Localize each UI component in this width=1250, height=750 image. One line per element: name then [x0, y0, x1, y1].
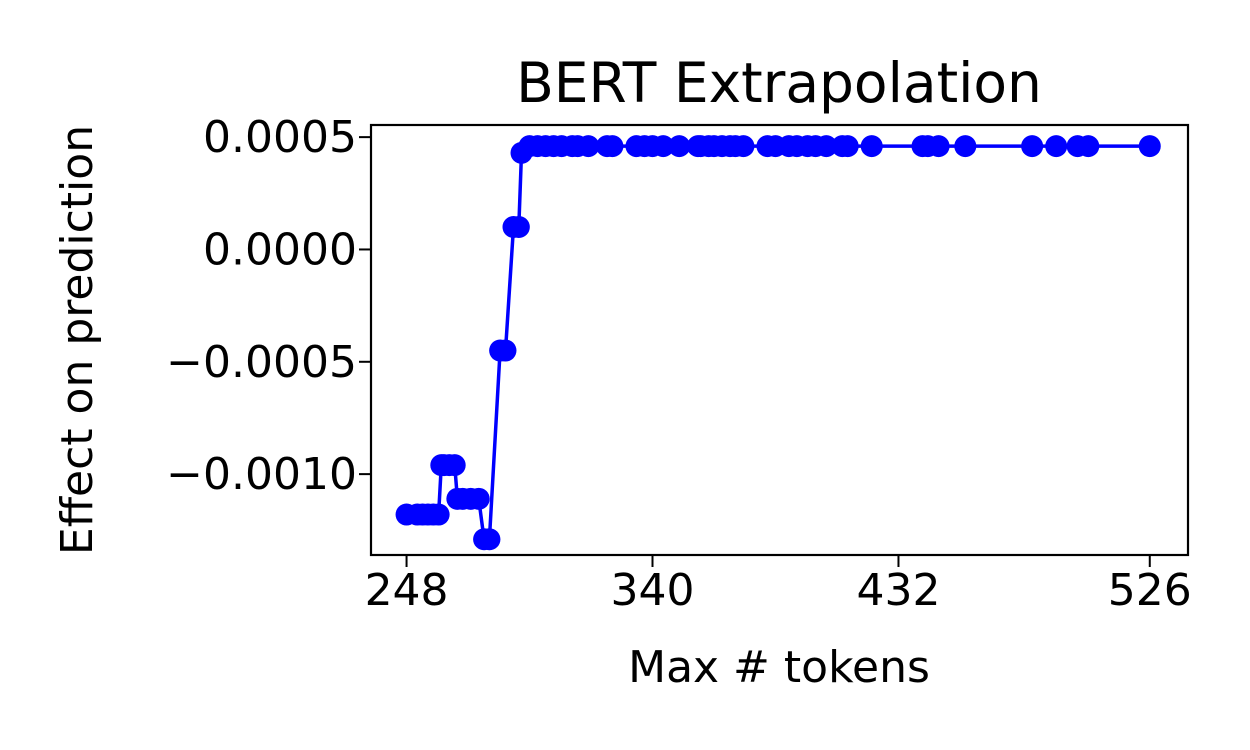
- data-point: [954, 135, 977, 158]
- data-point: [467, 487, 490, 510]
- x-tick-label: 248: [365, 565, 449, 616]
- y-axis-ticks: −0.0010 −0.0005 0.0000 0.0005: [166, 112, 371, 500]
- x-axis-ticks: 248 340 432 526: [365, 555, 1192, 616]
- x-tick-label: 526: [1108, 565, 1192, 616]
- plot-markers: [395, 135, 1161, 551]
- data-point: [494, 339, 517, 362]
- data-point: [601, 135, 624, 158]
- data-point: [1077, 135, 1100, 158]
- data-point: [860, 135, 883, 158]
- data-point: [815, 135, 838, 158]
- data-point: [732, 135, 755, 158]
- y-tick-label: 0.0005: [203, 112, 357, 163]
- y-tick-label: −0.0005: [166, 337, 357, 388]
- data-point: [577, 135, 600, 158]
- y-axis-label: Effect on prediction: [52, 125, 103, 555]
- y-tick-label: 0.0000: [203, 224, 357, 275]
- data-point: [836, 135, 859, 158]
- data-point: [1021, 135, 1044, 158]
- x-tick-label: 432: [856, 565, 940, 616]
- x-tick-label: 340: [611, 565, 695, 616]
- data-point: [478, 528, 501, 551]
- data-point: [1045, 135, 1068, 158]
- x-axis-label: Max # tokens: [628, 642, 930, 693]
- data-point: [443, 454, 466, 477]
- y-tick-label: −0.0010: [166, 449, 357, 500]
- data-point: [652, 135, 675, 158]
- data-point: [1138, 135, 1161, 158]
- data-point: [507, 215, 530, 238]
- chart-title: BERT Extrapolation: [516, 51, 1042, 115]
- plot-frame: [369, 123, 1190, 557]
- data-point: [927, 135, 950, 158]
- data-point: [427, 503, 450, 526]
- data-point: [668, 135, 691, 158]
